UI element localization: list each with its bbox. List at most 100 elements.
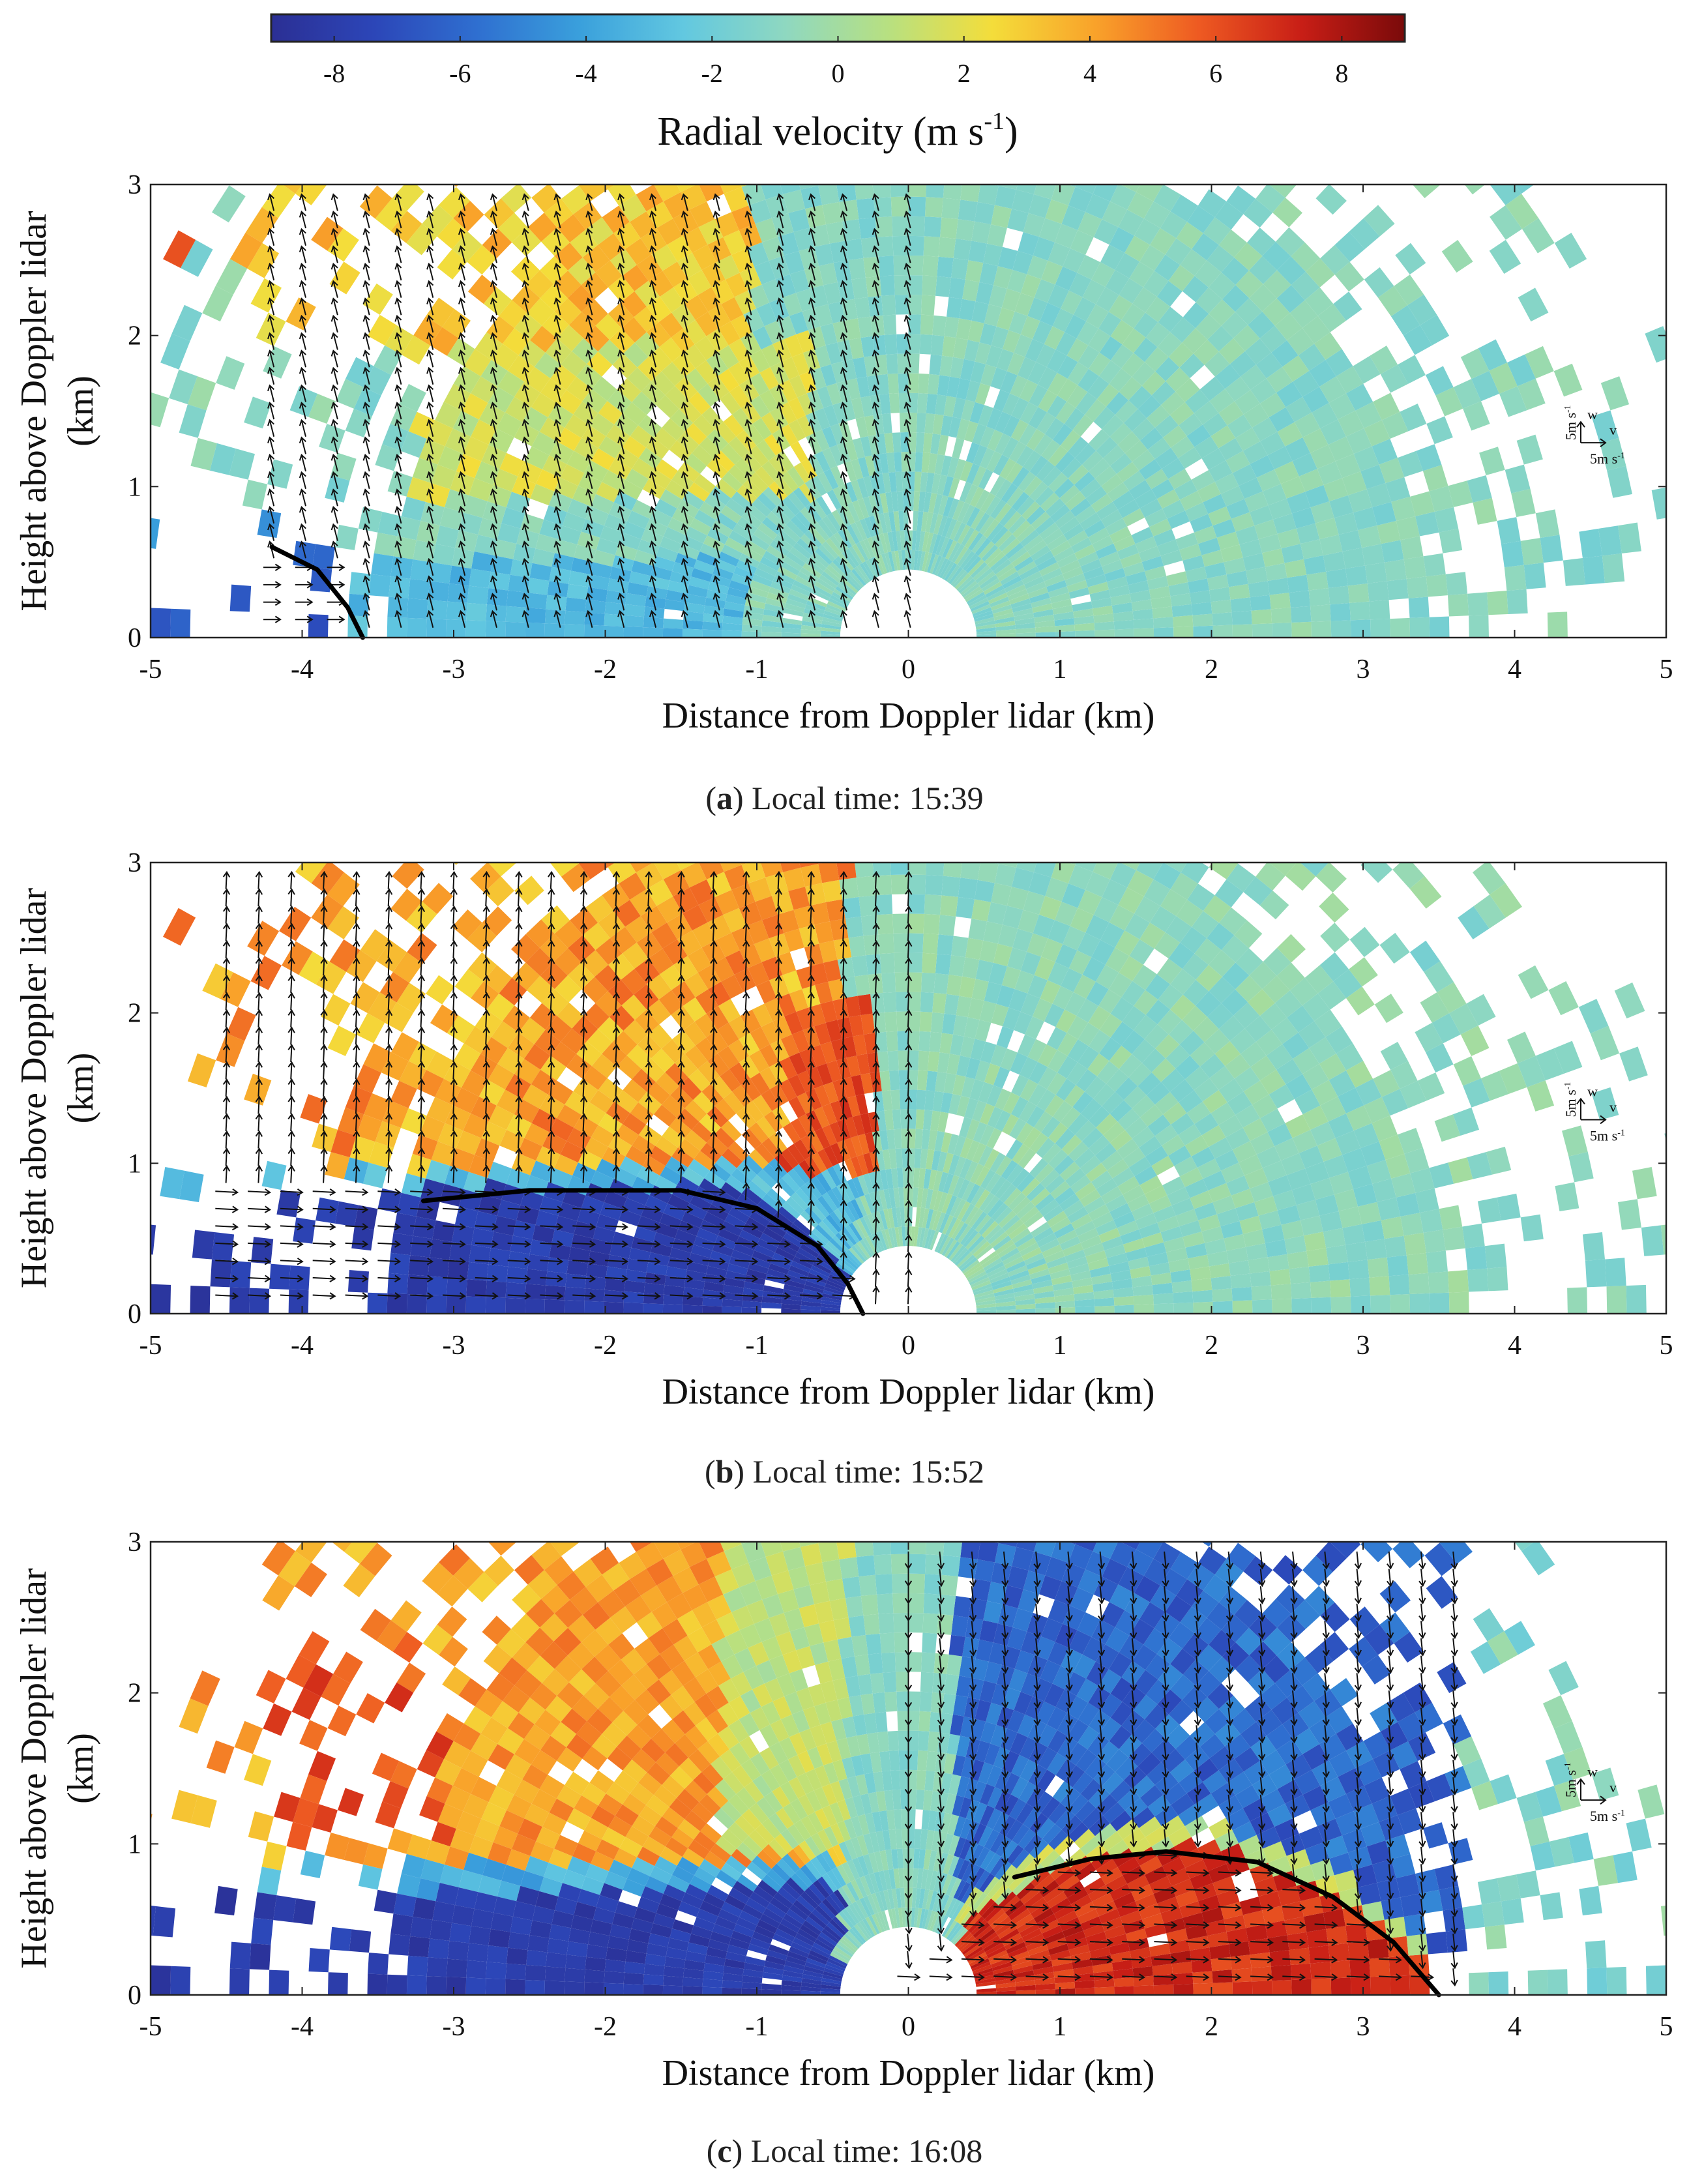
- wind-vector: [778, 263, 784, 281]
- range-gate: [659, 1213, 682, 1230]
- wind-vector: [428, 611, 434, 628]
- wind-vector: [301, 350, 306, 368]
- range-gate: [469, 568, 491, 588]
- range-gate: [821, 426, 838, 448]
- wind-vector: [492, 489, 497, 507]
- range-gate: [908, 353, 920, 374]
- range-gate: [844, 1252, 860, 1268]
- range-gate: [993, 1067, 1010, 1089]
- wind-vector-head: [840, 402, 847, 409]
- range-gate: [582, 922, 610, 951]
- range-gate: [1267, 446, 1293, 469]
- range-gate: [514, 313, 542, 340]
- range-gate: [1061, 458, 1082, 479]
- range-gate: [729, 1062, 750, 1085]
- range-gate: [1262, 1160, 1287, 1182]
- wind-vector-head: [553, 523, 561, 531]
- wind-vector-head: [808, 557, 816, 565]
- wind-vector: [619, 611, 625, 628]
- range-gate: [1117, 462, 1139, 482]
- range-gate: [863, 1215, 875, 1235]
- range-gate: [1268, 498, 1292, 520]
- wind-vector-head: [649, 366, 656, 374]
- wind-vector-head: [362, 557, 370, 565]
- range-gate: [486, 588, 508, 606]
- range-gate: [1064, 407, 1085, 430]
- range-gate: [829, 1238, 847, 1255]
- wind-vector-head: [330, 523, 338, 531]
- range-gate: [1330, 602, 1351, 621]
- range-gate: [1147, 437, 1171, 460]
- range-gate: [829, 1274, 848, 1286]
- wind-vector: [428, 489, 434, 507]
- wind-vector-head: [394, 314, 402, 322]
- range-gate: [1162, 458, 1185, 479]
- range-gate: [791, 1260, 811, 1273]
- range-gate: [446, 619, 467, 638]
- wind-vector-head: [776, 557, 784, 565]
- wind-vector: [301, 246, 306, 263]
- range-gate: [295, 863, 327, 883]
- range-gate: [482, 228, 512, 259]
- range-gate: [1363, 205, 1395, 237]
- range-gate: [1471, 370, 1499, 402]
- range-gate: [980, 1041, 997, 1064]
- wind-vector-head: [585, 384, 593, 392]
- range-gate: [702, 621, 723, 630]
- range-gate: [1154, 447, 1179, 469]
- range-gate: [1032, 603, 1053, 613]
- range-gate: [1473, 497, 1497, 525]
- range-gate: [845, 916, 864, 938]
- range-gate: [1259, 1003, 1287, 1030]
- range-gate: [836, 184, 857, 202]
- wind-vector-head: [776, 262, 784, 270]
- wind-vector-head: [267, 453, 274, 461]
- range-gate: [689, 518, 712, 536]
- range-gate: [1025, 582, 1047, 594]
- range-gate: [770, 1039, 789, 1062]
- range-gate: [895, 471, 903, 492]
- range-gate: [940, 895, 958, 917]
- range-gate: [854, 863, 874, 878]
- wind-vector-head: [617, 557, 625, 565]
- range-gate: [1225, 1054, 1251, 1079]
- range-gate: [965, 937, 984, 960]
- wind-vector-head: [681, 332, 688, 340]
- wind-vector: [842, 229, 848, 246]
- range-gate: [216, 356, 245, 390]
- range-gate: [653, 863, 681, 879]
- range-gate: [755, 896, 778, 921]
- range-gate: [463, 1026, 492, 1054]
- range-gate: [595, 965, 621, 992]
- range-gate: [677, 184, 697, 192]
- range-gate: [471, 552, 494, 572]
- range-gate: [728, 1039, 750, 1063]
- range-gate: [1199, 1054, 1226, 1078]
- range-gate: [937, 1052, 950, 1073]
- range-gate: [923, 236, 940, 257]
- range-gate: [435, 525, 459, 548]
- wind-vector-head: [490, 540, 497, 548]
- range-gate: [1016, 863, 1037, 872]
- range-gate: [1068, 1114, 1089, 1135]
- range-gate: [1003, 415, 1020, 437]
- range-gate: [1312, 403, 1338, 429]
- wind-vector-head: [808, 384, 816, 392]
- range-gate: [1439, 1205, 1463, 1230]
- range-gate: [859, 1239, 873, 1258]
- range-gate: [969, 486, 984, 507]
- range-gate: [924, 1090, 935, 1111]
- range-gate: [854, 975, 870, 996]
- wind-vector: [619, 541, 625, 559]
- wind-vector: [364, 211, 370, 229]
- wind-vector-head: [553, 540, 561, 548]
- wind-vector: [651, 263, 657, 281]
- range-gate: [590, 1238, 613, 1255]
- wind-vector: [778, 559, 784, 576]
- range-gate: [996, 1026, 1014, 1049]
- range-gate: [1089, 1135, 1110, 1156]
- range-gate: [615, 544, 638, 561]
- range-gate: [1045, 199, 1068, 224]
- range-gate: [1276, 962, 1305, 991]
- range-gate: [937, 1234, 948, 1254]
